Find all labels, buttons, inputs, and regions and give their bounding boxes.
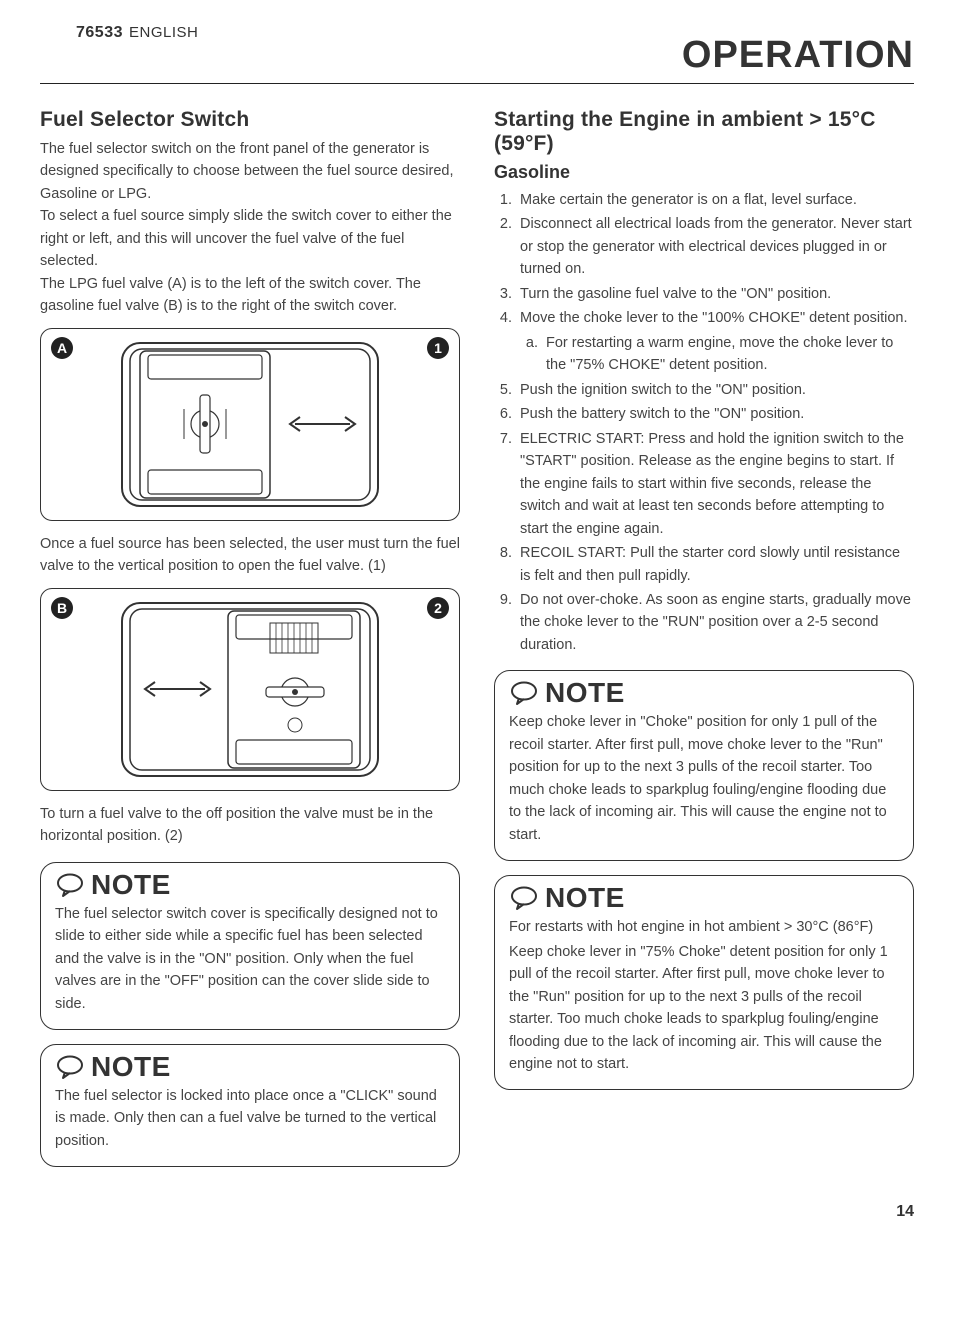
note-title: NOTE bbox=[545, 677, 625, 709]
fuel-selector-heading: Fuel Selector Switch bbox=[40, 108, 460, 132]
fuel-switch-diagram-b bbox=[100, 597, 400, 782]
start-steps-list: Make certain the generator is on a flat,… bbox=[494, 189, 914, 656]
fuel-selector-intro: The fuel selector switch on the front pa… bbox=[40, 138, 460, 318]
note-title: NOTE bbox=[91, 869, 171, 901]
note-header: NOTE bbox=[55, 869, 445, 901]
note-title: NOTE bbox=[91, 1051, 171, 1083]
figure-marker-a: A bbox=[51, 337, 73, 359]
note-text: The fuel selector is locked into place o… bbox=[55, 1085, 445, 1152]
body-text: To turn a fuel valve to the off position… bbox=[40, 803, 460, 848]
page-number: 14 bbox=[40, 1203, 914, 1221]
body-text: Once a fuel source has been selected, th… bbox=[40, 533, 460, 578]
note-text: Keep choke lever in "75% Choke" detent p… bbox=[509, 941, 899, 1076]
note-box: NOTE For restarts with hot engine in hot… bbox=[494, 875, 914, 1090]
note-text: Keep choke lever in "Choke" position for… bbox=[509, 711, 899, 846]
figure-marker-1: 1 bbox=[427, 337, 449, 359]
list-item: Push the battery switch to the "ON" posi… bbox=[516, 403, 914, 425]
figure-b: B 2 bbox=[40, 588, 460, 791]
list-item: Make certain the generator is on a flat,… bbox=[516, 189, 914, 211]
note-header: NOTE bbox=[55, 1051, 445, 1083]
note-box: NOTE Keep choke lever in "Choke" positio… bbox=[494, 670, 914, 861]
note-header: NOTE bbox=[509, 882, 899, 914]
model-number: 76533 bbox=[76, 24, 123, 42]
note-icon bbox=[55, 872, 85, 898]
step-text: Move the choke lever to the "100% CHOKE"… bbox=[520, 310, 908, 326]
list-item: Turn the gasoline fuel valve to the "ON"… bbox=[516, 283, 914, 305]
figure-marker-b: B bbox=[51, 597, 73, 619]
right-column: Starting the Engine in ambient > 15°C (5… bbox=[494, 108, 914, 1167]
header-rule bbox=[40, 83, 914, 84]
fuel-switch-diagram-a bbox=[100, 337, 400, 512]
note-icon bbox=[509, 885, 539, 911]
note-header: NOTE bbox=[509, 677, 899, 709]
note-text: For restarts with hot engine in hot ambi… bbox=[509, 916, 899, 938]
page-header: 76533 ENGLISH OPERATION bbox=[40, 24, 914, 77]
note-icon bbox=[55, 1054, 85, 1080]
gasoline-subheading: Gasoline bbox=[494, 162, 914, 183]
list-item: Push the ignition switch to the "ON" pos… bbox=[516, 379, 914, 401]
list-item: Do not over-choke. As soon as engine sta… bbox=[516, 589, 914, 656]
note-text: The fuel selector switch cover is specif… bbox=[55, 903, 445, 1015]
left-column: Fuel Selector Switch The fuel selector s… bbox=[40, 108, 460, 1167]
list-item: Disconnect all electrical loads from the… bbox=[516, 213, 914, 280]
content-columns: Fuel Selector Switch The fuel selector s… bbox=[40, 108, 914, 1167]
figure-a: A 1 bbox=[40, 328, 460, 521]
body-text: The LPG fuel valve (A) is to the left of… bbox=[40, 273, 460, 318]
body-text: The fuel selector switch on the front pa… bbox=[40, 138, 460, 205]
body-text: To select a fuel source simply slide the… bbox=[40, 205, 460, 272]
list-item: ELECTRIC START: Press and hold the ignit… bbox=[516, 428, 914, 540]
figure-marker-2: 2 bbox=[427, 597, 449, 619]
note-box: NOTE The fuel selector is locked into pl… bbox=[40, 1044, 460, 1167]
note-title: NOTE bbox=[545, 882, 625, 914]
sub-list: For restarting a warm engine, move the c… bbox=[520, 332, 914, 377]
note-icon bbox=[509, 680, 539, 706]
list-item: RECOIL START: Pull the starter cord slow… bbox=[516, 542, 914, 587]
list-item: Move the choke lever to the "100% CHOKE"… bbox=[516, 307, 914, 376]
note-box: NOTE The fuel selector switch cover is s… bbox=[40, 862, 460, 1030]
list-item: For restarting a warm engine, move the c… bbox=[542, 332, 914, 377]
starting-engine-heading: Starting the Engine in ambient > 15°C (5… bbox=[494, 108, 914, 156]
language-label: ENGLISH bbox=[129, 24, 198, 41]
